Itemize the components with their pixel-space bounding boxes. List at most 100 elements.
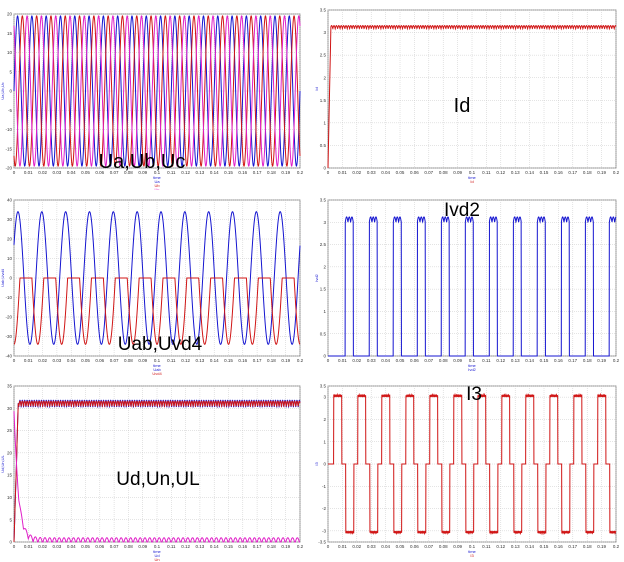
y-tick-label: -20 bbox=[5, 166, 12, 171]
y-tick-label: 0 bbox=[9, 276, 12, 281]
y-tick-label: 1.5 bbox=[320, 98, 327, 103]
x-tick-label: 0.12 bbox=[496, 544, 505, 549]
x-tick-label: 0.04 bbox=[67, 170, 76, 175]
y-axis-label: Ua,Ub,Uc bbox=[0, 82, 5, 99]
y-tick-label: 20 bbox=[7, 237, 13, 242]
x-tick-label: 0.03 bbox=[367, 170, 376, 175]
y-tick-label: 35 bbox=[7, 384, 13, 389]
x-tick-label: 0.15 bbox=[540, 544, 549, 549]
x-tick-label: 0.04 bbox=[381, 170, 390, 175]
x-tick-label: 0.11 bbox=[167, 170, 176, 175]
y-tick-label: -20 bbox=[5, 315, 12, 320]
x-tick-label: 0.11 bbox=[167, 544, 176, 549]
x-tick-label: 0.11 bbox=[482, 544, 491, 549]
x-tick-label: 0.06 bbox=[410, 544, 419, 549]
x-tick-label: 0 bbox=[13, 358, 16, 363]
overlay-label: Ua,Ub,Uc bbox=[99, 151, 186, 173]
x-tick-label: 0.12 bbox=[496, 170, 505, 175]
x-tick-label: 0.08 bbox=[439, 170, 448, 175]
y-tick-label: 0 bbox=[9, 89, 12, 94]
y-tick-label: 3 bbox=[323, 395, 326, 400]
x-tick-label: 0.08 bbox=[439, 358, 448, 363]
y-tick-label: 15 bbox=[7, 31, 13, 36]
y-tick-label: 0 bbox=[323, 462, 326, 467]
x-tick-label: 0.17 bbox=[568, 544, 577, 549]
x-tick-label: 0.15 bbox=[224, 170, 233, 175]
x-tick-label: 0.16 bbox=[238, 170, 247, 175]
x-tick-label: 0.19 bbox=[281, 358, 290, 363]
x-tick-label: 0.16 bbox=[554, 170, 563, 175]
y-tick-label: 20 bbox=[7, 12, 13, 17]
y-axis-label: Uab,Uvd4 bbox=[0, 268, 5, 287]
chart-ivd2: 0 0.01 0.02 0.03 0.04 0.05 0.06 0.07 0.08 0.09 0.1… bbox=[312, 190, 624, 376]
overlay-label: Uab,Uvd4 bbox=[118, 334, 203, 355]
x-tick-label: 0.13 bbox=[196, 358, 205, 363]
chart-svg: 0 0.01 0.02 0.03 0.04 0.05 0.06 0.07 0.08 0.09 0.1… bbox=[0, 198, 304, 376]
x-tick-label: 0.18 bbox=[267, 170, 276, 175]
series-line-uab bbox=[13, 211, 301, 345]
x-tick-label: 0.01 bbox=[338, 170, 347, 175]
x-tick-label: 0.13 bbox=[511, 544, 520, 549]
series-line-ul bbox=[13, 411, 300, 543]
y-tick-label: 0.5 bbox=[320, 143, 327, 148]
x-tick-label: 0.04 bbox=[381, 544, 390, 549]
x-tick-label: 0.16 bbox=[554, 358, 563, 363]
y-tick-label: -10 bbox=[5, 295, 12, 300]
x-tick-label: 0.09 bbox=[138, 544, 147, 549]
x-tick-label: 0.06 bbox=[95, 358, 104, 363]
x-tick-label: 0.06 bbox=[410, 170, 419, 175]
x-tick-label: 0.1 bbox=[154, 544, 161, 549]
x-axis-label: time bbox=[468, 549, 476, 554]
x-tick-label: 0 bbox=[327, 358, 330, 363]
y-tick-label: 2.5 bbox=[320, 53, 327, 58]
x-tick-label: 0.11 bbox=[167, 358, 176, 363]
x-tick-label: 0.02 bbox=[352, 544, 361, 549]
x-tick-label: 0.05 bbox=[81, 358, 90, 363]
x-tick-label: 0.18 bbox=[583, 170, 592, 175]
x-tick-label: 0.15 bbox=[224, 358, 233, 363]
x-tick-label: 0.14 bbox=[210, 358, 219, 363]
y-tick-label: -3.5 bbox=[318, 540, 326, 545]
y-tick-label: 2 bbox=[323, 264, 326, 269]
y-tick-label: 3.5 bbox=[320, 384, 327, 389]
x-tick-label: 0.05 bbox=[396, 544, 405, 549]
x-tick-label: 0.01 bbox=[338, 358, 347, 363]
x-tick-label: 0.2 bbox=[297, 170, 304, 175]
x-tick-label: 0.2 bbox=[613, 358, 620, 363]
chart-svg: 0 0.01 0.02 0.03 0.04 0.05 0.06 0.07 0.08 0.09 0.1… bbox=[0, 384, 304, 562]
x-tick-label: 0.13 bbox=[196, 170, 205, 175]
x-tick-label: 0.03 bbox=[53, 358, 62, 363]
x-tick-label: 0.04 bbox=[67, 544, 76, 549]
series-line-ub bbox=[13, 15, 301, 167]
x-tick-label: 0.11 bbox=[482, 358, 491, 363]
y-tick-label: 2 bbox=[323, 417, 326, 422]
x-tick-label: 0.18 bbox=[267, 544, 276, 549]
legend-entry: Ud bbox=[154, 553, 159, 558]
chart-ud-un-ul: 0 0.01 0.02 0.03 0.04 0.05 0.06 0.07 0.08 0.09 0.1… bbox=[0, 376, 312, 562]
legend-entry: Ua bbox=[154, 179, 160, 184]
y-tick-label: 10 bbox=[7, 50, 13, 55]
y-tick-label: 1 bbox=[323, 120, 326, 125]
y-tick-label: 0 bbox=[9, 540, 12, 545]
x-tick-label: 0 bbox=[13, 544, 16, 549]
x-tick-label: 0.2 bbox=[297, 358, 304, 363]
x-tick-label: 0.07 bbox=[424, 170, 433, 175]
chart-svg: 0 0.01 0.02 0.03 0.04 0.05 0.06 0.07 0.08 0.09 0.1… bbox=[0, 12, 304, 190]
x-tick-label: 0.17 bbox=[253, 358, 262, 363]
x-tick-label: 0.18 bbox=[583, 358, 592, 363]
x-tick-label: 0.08 bbox=[124, 544, 133, 549]
y-tick-label: 0 bbox=[323, 166, 326, 171]
x-tick-label: 0.09 bbox=[453, 358, 462, 363]
x-tick-label: 0.17 bbox=[568, 170, 577, 175]
y-tick-label: 0 bbox=[323, 354, 326, 359]
x-tick-label: 0.15 bbox=[540, 170, 549, 175]
legend-entry: Uvd4 bbox=[152, 371, 162, 376]
series-line-ua bbox=[13, 15, 301, 167]
y-tick-label: 1 bbox=[323, 439, 326, 444]
y-tick-label: 0.5 bbox=[320, 331, 327, 336]
y-tick-label: 20 bbox=[7, 450, 13, 455]
x-tick-label: 0.09 bbox=[138, 170, 147, 175]
x-tick-label: 0.01 bbox=[338, 544, 347, 549]
x-tick-label: 0.18 bbox=[583, 544, 592, 549]
x-tick-label: 0.12 bbox=[181, 358, 190, 363]
